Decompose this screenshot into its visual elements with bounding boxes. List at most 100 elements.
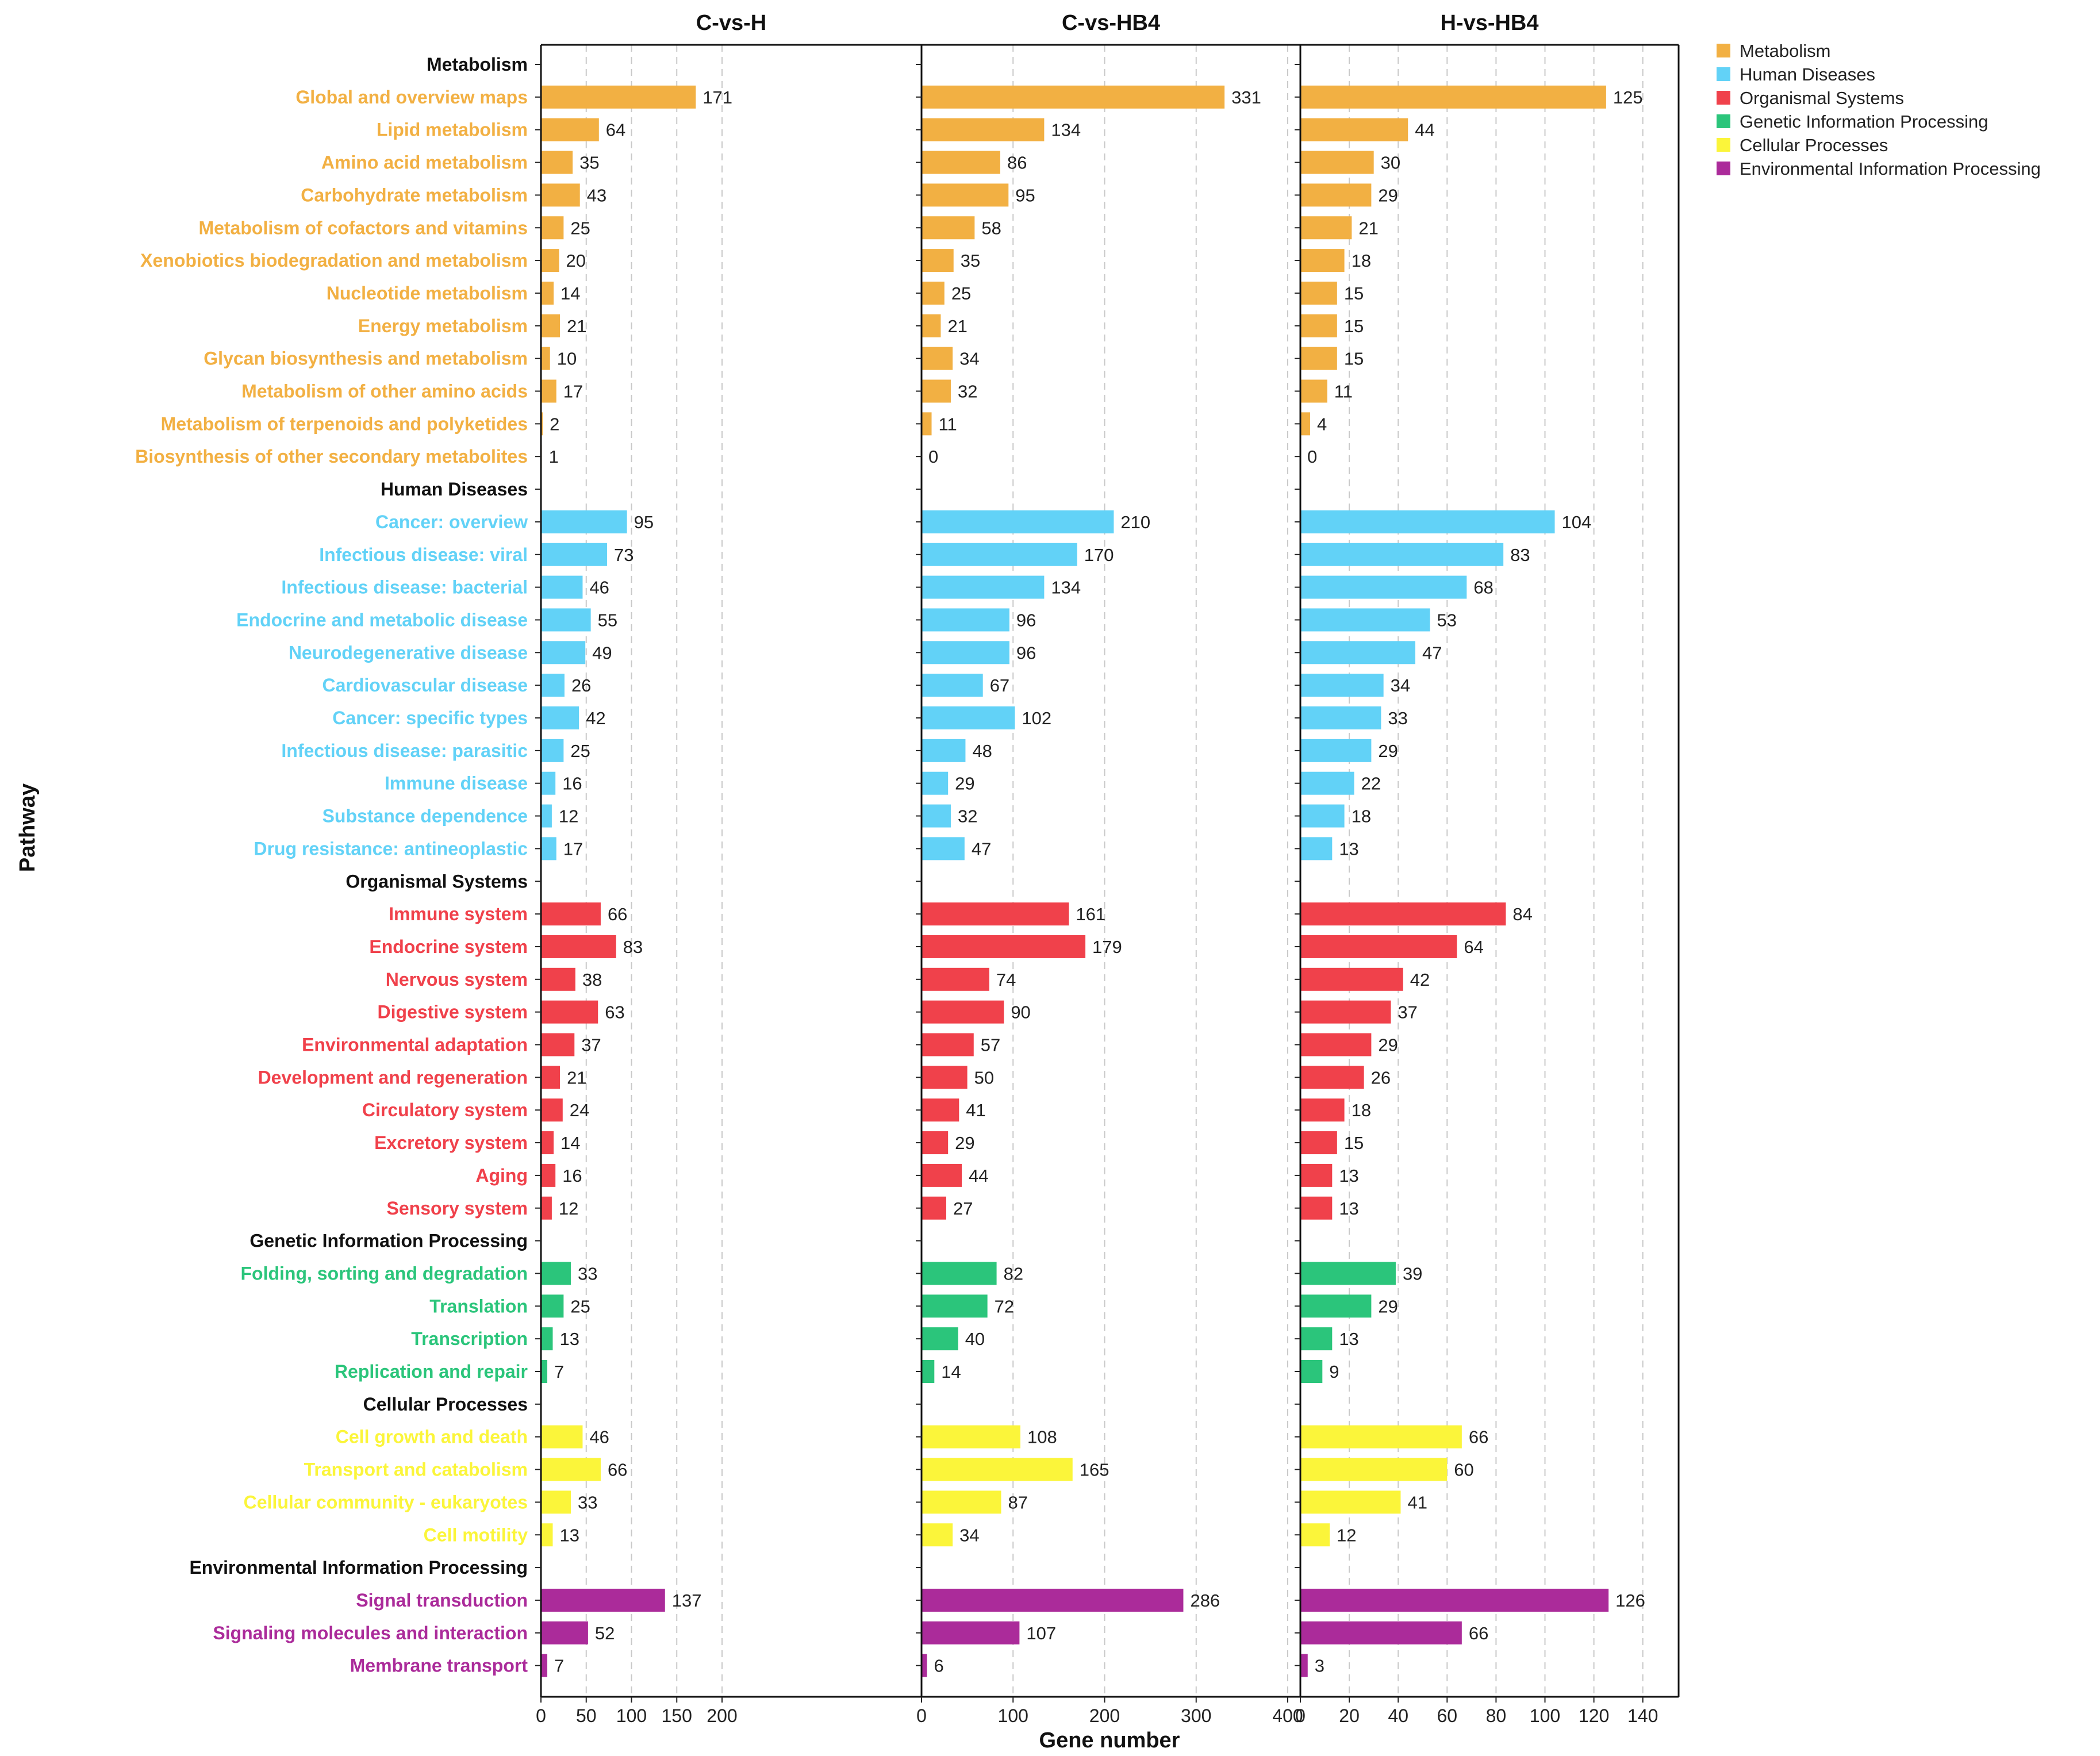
category-label-neurodegenerative-disease: Neurodegenerative disease: [289, 642, 528, 663]
value-label-c-vs-hb4-cardiovascular-disease: 67: [990, 675, 1009, 696]
value-label-h-vs-hb4-signaling-molecules-and-interaction: 66: [1469, 1623, 1488, 1643]
value-label-c-vs-hb4-cancer-overview: 210: [1120, 512, 1150, 532]
bar-c-vs-hb4-replication-and-repair: [922, 1360, 935, 1383]
category-label-infectious-disease-parasitic: Infectious disease: parasitic: [281, 740, 528, 761]
value-label-h-vs-hb4-lipid-metabolism: 44: [1415, 120, 1434, 140]
category-label-nervous-system: Nervous system: [386, 969, 528, 990]
bar-h-vs-hb4-replication-and-repair: [1300, 1360, 1323, 1383]
value-label-h-vs-hb4-xenobiotics-biodegradation-and-metabolism: 18: [1352, 251, 1371, 271]
bar-c-vs-h-nervous-system: [541, 967, 575, 991]
bar-c-vs-h-infectious-disease-viral: [541, 543, 607, 566]
category-label-carbohydrate-metabolism: Carbohydrate metabolism: [301, 185, 528, 205]
value-label-c-vs-hb4-glycan-biosynthesis-and-metabolism: 34: [959, 349, 979, 369]
bar-h-vs-hb4-signaling-molecules-and-interaction: [1300, 1621, 1462, 1644]
tick-label-c-vs-h-150: 150: [662, 1705, 692, 1726]
bar-c-vs-h-endocrine-and-metabolic-disease: [541, 608, 591, 632]
bar-c-vs-hb4-development-and-regeneration: [922, 1066, 968, 1089]
value-label-c-vs-h-drug-resistance-antineoplastic: 17: [563, 839, 583, 859]
tick-label-c-vs-hb4-300: 300: [1181, 1705, 1211, 1726]
bar-c-vs-h-infectious-disease-parasitic: [541, 739, 564, 762]
bar-h-vs-hb4-development-and-regeneration: [1300, 1066, 1364, 1089]
value-label-c-vs-hb4-infectious-disease-bacterial: 134: [1051, 578, 1081, 598]
value-label-c-vs-h-infectious-disease-viral: 73: [614, 545, 634, 565]
legend-swatch-human-diseases: [1717, 67, 1730, 81]
category-label-translation: Translation: [429, 1296, 528, 1316]
bar-c-vs-hb4-cell-motility: [922, 1523, 953, 1547]
bar-c-vs-hb4-aging: [922, 1163, 962, 1187]
category-label-sensory-system: Sensory system: [387, 1198, 528, 1219]
value-label-h-vs-hb4-cancer-overview: 104: [1562, 512, 1592, 532]
value-label-c-vs-hb4-infectious-disease-viral: 170: [1084, 545, 1114, 565]
bar-c-vs-hb4-lipid-metabolism: [922, 118, 1045, 141]
bar-h-vs-hb4-excretory-system: [1300, 1131, 1337, 1155]
bar-c-vs-h-metabolism-of-other-amino-acids: [541, 379, 556, 403]
value-label-c-vs-h-metabolism-of-cofactors-and-vitamins: 25: [570, 218, 590, 238]
category-label-development-and-regeneration: Development and regeneration: [258, 1067, 528, 1088]
bar-c-vs-h-xenobiotics-biodegradation-and-metabolism: [541, 249, 559, 272]
value-label-c-vs-hb4-digestive-system: 90: [1011, 1002, 1030, 1023]
value-label-c-vs-h-environmental-adaptation: 37: [581, 1035, 601, 1055]
value-label-c-vs-h-xenobiotics-biodegradation-and-metabolism: 20: [566, 251, 586, 271]
bar-h-vs-hb4-energy-metabolism: [1300, 314, 1337, 337]
bar-c-vs-hb4-drug-resistance-antineoplastic: [922, 837, 965, 860]
category-label-cell-growth-and-death: Cell growth and death: [336, 1427, 528, 1447]
value-label-h-vs-hb4-metabolism-of-terpenoids-and-polyketides: 4: [1317, 414, 1327, 434]
bar-c-vs-hb4-cellular-community-eukaryotes: [922, 1490, 1001, 1514]
value-label-c-vs-h-biosynthesis-of-other-secondary-metabolites: 1: [549, 447, 559, 467]
category-label-membrane-transport: Membrane transport: [350, 1655, 528, 1676]
value-label-c-vs-hb4-immune-disease: 29: [955, 774, 974, 794]
bar-c-vs-h-cancer-specific-types: [541, 706, 579, 729]
value-label-c-vs-h-glycan-biosynthesis-and-metabolism: 10: [557, 349, 577, 369]
value-label-c-vs-hb4-endocrine-and-metabolic-disease: 96: [1016, 610, 1036, 630]
value-label-c-vs-h-sensory-system: 12: [559, 1198, 578, 1219]
legend: Metabolism Human Diseases Organismal Syste…: [1717, 41, 2041, 179]
value-label-c-vs-hb4-cancer-specific-types: 102: [1022, 708, 1051, 728]
value-label-h-vs-hb4-drug-resistance-antineoplastic: 13: [1339, 839, 1358, 859]
bar-c-vs-h-neurodegenerative-disease: [541, 641, 586, 664]
value-label-c-vs-h-amino-acid-metabolism: 35: [579, 153, 599, 173]
bar-c-vs-hb4-signal-transduction: [922, 1588, 1184, 1612]
value-label-h-vs-hb4-aging: 13: [1339, 1166, 1358, 1186]
bar-h-vs-hb4-metabolism-of-other-amino-acids: [1300, 379, 1327, 403]
bar-c-vs-hb4-xenobiotics-biodegradation-and-metabolism: [922, 249, 954, 272]
group-header-metabolism: Metabolism: [427, 54, 528, 75]
bar-c-vs-h-cellular-community-eukaryotes: [541, 1490, 571, 1514]
value-label-h-vs-hb4-infectious-disease-bacterial: 68: [1473, 578, 1493, 598]
value-label-c-vs-h-metabolism-of-terpenoids-and-polyketides: 2: [550, 414, 559, 434]
value-label-h-vs-hb4-signal-transduction: 126: [1615, 1590, 1645, 1611]
category-label-metabolism-of-terpenoids-and-polyketides: Metabolism of terpenoids and polyketides: [161, 413, 528, 434]
value-label-c-vs-h-circulatory-system: 24: [570, 1100, 589, 1120]
value-label-c-vs-hb4-xenobiotics-biodegradation-and-metabolism: 35: [961, 251, 980, 271]
category-label-immune-disease: Immune disease: [385, 773, 528, 794]
value-label-h-vs-hb4-membrane-transport: 3: [1315, 1656, 1325, 1676]
legend-label-genetic-information-processing: Genetic Information Processing: [1740, 112, 1988, 132]
value-label-h-vs-hb4-substance-dependence: 18: [1352, 806, 1371, 827]
category-label-biosynthesis-of-other-secondary-metabolites: Biosynthesis of other secondary metaboli…: [135, 446, 528, 467]
value-label-h-vs-hb4-amino-acid-metabolism: 30: [1381, 153, 1400, 173]
value-label-c-vs-hb4-cell-motility: 34: [959, 1525, 979, 1545]
bar-h-vs-hb4-metabolism-of-cofactors-and-vitamins: [1300, 216, 1352, 240]
bar-h-vs-hb4-cell-motility: [1300, 1523, 1330, 1547]
bar-c-vs-hb4-membrane-transport: [922, 1654, 927, 1677]
value-label-c-vs-h-energy-metabolism: 21: [567, 316, 586, 336]
legend-swatch-environmental-information-processing: [1717, 162, 1730, 175]
category-label-cell-motility: Cell motility: [424, 1524, 528, 1545]
bar-c-vs-hb4-digestive-system: [922, 1000, 1004, 1024]
bar-c-vs-h-amino-acid-metabolism: [541, 151, 573, 174]
category-label-transport-and-catabolism: Transport and catabolism: [304, 1459, 528, 1480]
value-label-h-vs-hb4-biosynthesis-of-other-secondary-metabolites: 0: [1307, 447, 1317, 467]
bar-c-vs-hb4-immune-system: [922, 902, 1069, 926]
legend-swatch-organismal-systems: [1717, 91, 1730, 105]
value-label-c-vs-hb4-signal-transduction: 286: [1190, 1590, 1220, 1611]
value-label-c-vs-hb4-metabolism-of-cofactors-and-vitamins: 58: [981, 218, 1001, 238]
value-label-h-vs-hb4-nervous-system: 42: [1410, 970, 1430, 990]
tick-label-c-vs-hb4-100: 100: [998, 1705, 1028, 1726]
bar-h-vs-hb4-infectious-disease-viral: [1300, 543, 1504, 566]
value-label-c-vs-h-digestive-system: 63: [605, 1002, 624, 1023]
bar-c-vs-hb4-excretory-system: [922, 1131, 949, 1155]
tick-label-c-vs-h-0: 0: [536, 1705, 546, 1726]
value-label-c-vs-hb4-carbohydrate-metabolism: 95: [1015, 185, 1035, 205]
value-label-c-vs-h-transcription: 13: [559, 1329, 579, 1349]
value-label-c-vs-h-infectious-disease-bacterial: 46: [589, 578, 609, 598]
